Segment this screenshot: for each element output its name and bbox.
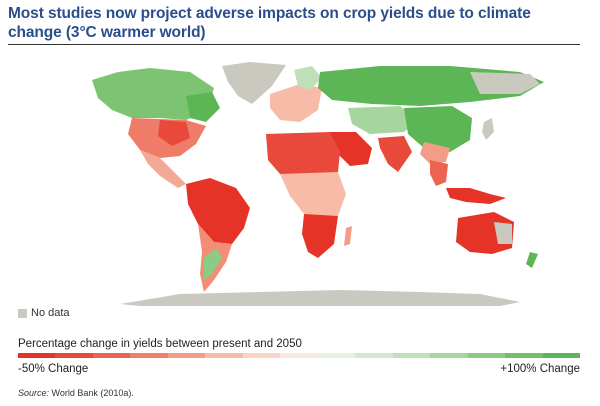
title-divider bbox=[8, 44, 580, 45]
mexico bbox=[140, 150, 186, 188]
antarctica bbox=[120, 290, 520, 306]
se-asia bbox=[430, 160, 448, 186]
source-text: World Bank (2010a). bbox=[51, 388, 134, 398]
scale-segment bbox=[317, 353, 356, 358]
scale-segment bbox=[505, 353, 543, 358]
china-south bbox=[420, 142, 450, 164]
scale-max-label: +100% Change bbox=[500, 363, 580, 375]
scale-segment bbox=[542, 353, 581, 358]
no-data-label: No data bbox=[31, 307, 70, 319]
africa-central bbox=[280, 172, 346, 220]
scale-segment bbox=[18, 353, 56, 358]
scale-segment bbox=[355, 353, 393, 358]
scale-segment bbox=[430, 353, 468, 358]
europe bbox=[270, 84, 322, 122]
new-zealand bbox=[526, 252, 538, 268]
south-america-north bbox=[186, 178, 250, 244]
scale-min-label: -50% Change bbox=[18, 363, 89, 375]
scale-segment bbox=[392, 353, 431, 358]
scale-segment bbox=[130, 353, 168, 358]
indonesia bbox=[446, 188, 506, 204]
middle-east bbox=[330, 132, 372, 166]
siberia-east bbox=[470, 72, 540, 94]
legend-no-data: No data bbox=[18, 307, 70, 319]
argentina-green bbox=[204, 248, 222, 280]
scale-segment bbox=[280, 353, 318, 358]
scale-segment bbox=[242, 353, 281, 358]
color-scale-bar bbox=[18, 353, 581, 358]
australia-east bbox=[494, 222, 512, 244]
scale-segment bbox=[167, 353, 206, 358]
usa-midwest bbox=[158, 120, 190, 146]
scale-segment bbox=[55, 353, 93, 358]
scale-title: Percentage change in yields between pres… bbox=[18, 338, 302, 350]
north-america-north bbox=[92, 68, 214, 120]
india bbox=[378, 136, 412, 172]
madagascar bbox=[344, 226, 352, 246]
no-data-swatch bbox=[18, 308, 27, 318]
china bbox=[404, 106, 472, 152]
central-asia bbox=[348, 106, 418, 134]
africa-south bbox=[302, 214, 338, 258]
source-note: Source: World Bank (2010a). bbox=[18, 388, 134, 398]
world-map bbox=[92, 62, 544, 306]
japan bbox=[482, 118, 494, 140]
canada-east bbox=[186, 92, 220, 122]
greenland bbox=[222, 62, 286, 104]
africa-north bbox=[266, 132, 340, 176]
scale-segment bbox=[467, 353, 506, 358]
scale-segment bbox=[205, 353, 243, 358]
source-prefix: Source: bbox=[18, 388, 50, 398]
map-title: Most studies now project adverse impacts… bbox=[8, 5, 531, 41]
scale-segment bbox=[92, 353, 131, 358]
scandinavia bbox=[294, 66, 322, 90]
